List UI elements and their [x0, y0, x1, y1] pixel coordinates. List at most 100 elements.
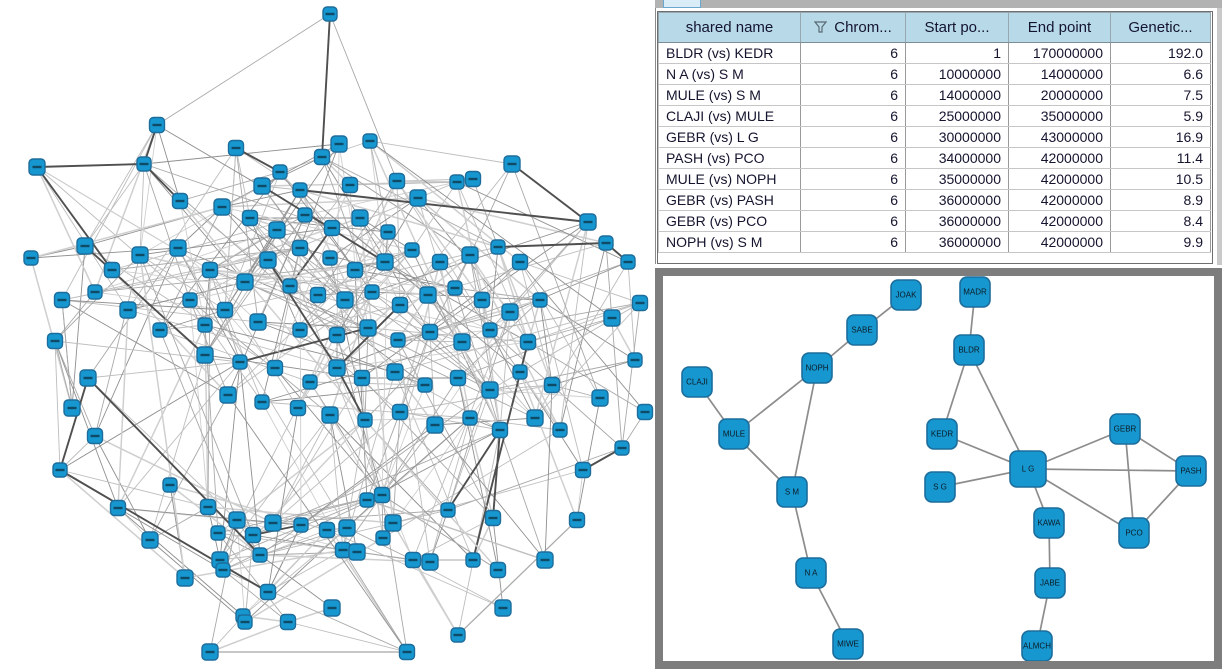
network-edge [84, 163, 145, 247]
network-edge[interactable] [1027, 468, 1192, 472]
node-label-smudge [305, 380, 315, 384]
network-edge [397, 339, 463, 343]
cell-value: 36000000 [905, 189, 1009, 211]
cell-value: 9.9 [1110, 231, 1211, 253]
network-edge[interactable] [968, 349, 1029, 470]
network-node-kedr[interactable] [926, 418, 958, 450]
network-edge [94, 291, 226, 311]
network-node-mule[interactable] [718, 418, 750, 450]
node-label-smudge [392, 179, 402, 183]
network-edge[interactable] [791, 367, 818, 493]
network-edge [299, 247, 302, 526]
network-node-sabe[interactable] [846, 314, 878, 346]
cell-value: 16.9 [1110, 126, 1211, 148]
main-network-canvas[interactable] [0, 0, 655, 669]
node-label-smudge [345, 183, 355, 187]
network-node-s-g[interactable] [924, 471, 956, 503]
node-label-smudge [360, 418, 370, 422]
node-label-smudge [334, 142, 344, 146]
network-edge [429, 417, 471, 563]
network-node-miwe[interactable] [832, 628, 864, 660]
column-header-shared-name[interactable]: shared name [658, 12, 801, 43]
column-header-genetic[interactable]: Genetic... [1110, 12, 1211, 43]
network-node-n-a[interactable] [795, 557, 827, 589]
table-row[interactable]: CLAJI (vs) MULE 6 25000000 35000000 5.9 [658, 105, 1211, 127]
network-edge [392, 411, 401, 524]
node-label-smudge [515, 260, 525, 264]
tab-fragment[interactable] [663, 0, 701, 8]
table-row[interactable]: GEBR (vs) PCO 6 36000000 42000000 8.4 [658, 210, 1211, 232]
column-header-start-po[interactable]: Start po... [905, 12, 1009, 43]
network-node-gebr[interactable] [1109, 413, 1141, 445]
node-label-smudge [377, 493, 387, 497]
table-row[interactable]: GEBR (vs) PASH 6 36000000 42000000 8.9 [658, 189, 1211, 211]
network-edge [342, 494, 383, 551]
network-edge [469, 254, 529, 343]
network-edge [143, 163, 338, 336]
main-network-view[interactable] [0, 0, 655, 669]
network-node-noph[interactable] [801, 352, 833, 384]
node-label-smudge [530, 416, 540, 420]
table-row[interactable]: MULE (vs) S M 6 14000000 20000000 7.5 [658, 84, 1211, 106]
network-edge [511, 163, 601, 399]
filter-funnel-icon[interactable] [814, 21, 828, 33]
node-label-smudge [300, 213, 310, 217]
network-node-s-m[interactable] [776, 476, 808, 508]
right-pane: shared name Chrom... Start po... End point G… [655, 0, 1222, 669]
network-edge [544, 384, 553, 561]
node-label-smudge [468, 177, 478, 181]
network-edge [369, 140, 513, 165]
network-node-joak[interactable] [890, 279, 922, 311]
table-row[interactable]: N A (vs) S M 6 10000000 14000000 6.6 [658, 63, 1211, 85]
table-row[interactable]: GEBR (vs) L G 6 30000000 43000000 16.9 [658, 126, 1211, 148]
node-label-smudge [217, 205, 227, 209]
network-node-madr[interactable] [959, 276, 991, 308]
node-label-smudge [420, 383, 430, 387]
network-edge [54, 340, 61, 471]
column-header-end-point[interactable]: End point [1008, 12, 1111, 43]
node-label-smudge [357, 376, 367, 380]
cell-value: 42000000 [1008, 168, 1111, 190]
network-edge [469, 417, 561, 431]
node-label-smudge [295, 246, 305, 250]
network-node-almch[interactable] [1021, 630, 1053, 661]
network-edge [227, 394, 408, 653]
network-node-claji[interactable] [681, 366, 713, 398]
table-row[interactable]: NOPH (vs) S M 6 36000000 42000000 9.9 [658, 231, 1211, 253]
network-edge [321, 156, 431, 333]
column-label: Genetic... [1128, 19, 1193, 36]
network-node-pash[interactable] [1175, 455, 1207, 487]
table-row[interactable]: MULE (vs) NOPH 6 35000000 42000000 10.5 [658, 168, 1211, 190]
network-edge [61, 269, 211, 301]
network-edge[interactable] [1124, 428, 1135, 534]
network-edge [30, 206, 223, 259]
cell-value: 6 [800, 231, 906, 253]
network-edge [239, 327, 369, 363]
network-node-kawa[interactable] [1033, 507, 1065, 539]
cell-value: 1 [905, 42, 1009, 64]
network-edge [156, 13, 331, 126]
network-edge [59, 377, 89, 471]
node-label-smudge [617, 446, 627, 450]
network-node-pco[interactable] [1118, 517, 1150, 549]
node-label-smudge [640, 410, 650, 414]
network-edge [382, 429, 561, 539]
table-row[interactable]: BLDR (vs) KEDR 6 1 170000000 192.0 [658, 42, 1211, 64]
table-row[interactable]: PASH (vs) PCO 6 34000000 42000000 11.4 [658, 147, 1211, 169]
cell-shared-name: BLDR (vs) KEDR [658, 42, 801, 64]
network-edge [527, 302, 641, 343]
network-edge [349, 184, 356, 271]
network-node-jabe[interactable] [1034, 567, 1066, 599]
network-node-l-g[interactable] [1009, 450, 1047, 488]
table-scroll-gutter[interactable] [1217, 8, 1222, 265]
network-edge [235, 147, 251, 219]
node-label-smudge [338, 548, 348, 552]
network-node-bldr[interactable] [953, 334, 985, 366]
network-edge [509, 221, 589, 313]
network-edge [139, 163, 145, 256]
column-header-chrom[interactable]: Chrom... [800, 12, 906, 43]
network-edge [369, 140, 613, 319]
node-label-smudge [295, 328, 305, 332]
node-label-smudge [293, 406, 303, 410]
